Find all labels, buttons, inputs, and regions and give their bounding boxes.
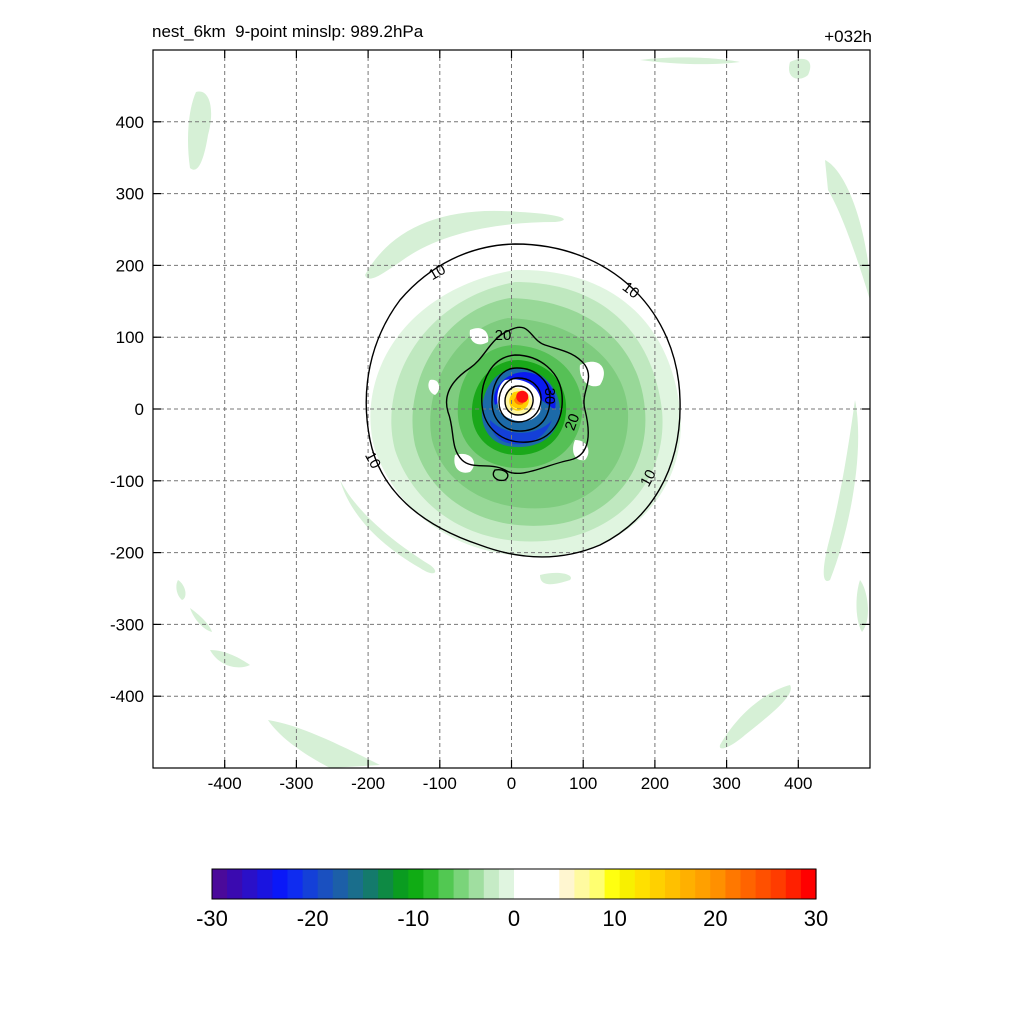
colorbar-swatch xyxy=(393,869,409,899)
colorbar-swatch xyxy=(695,869,711,899)
y-tick-label: 400 xyxy=(116,113,144,132)
colorbar-swatch xyxy=(332,869,349,899)
storm-center-marker xyxy=(516,390,529,403)
colorbar-swatch xyxy=(619,869,636,899)
x-tick-label: 400 xyxy=(784,774,812,793)
colorbar-swatch xyxy=(468,869,485,899)
colorbar-swatch xyxy=(800,869,817,899)
colorbar-swatch xyxy=(649,869,666,899)
y-tick-label: 300 xyxy=(116,185,144,204)
contour-label: 20 xyxy=(495,327,512,344)
colorbar-swatch xyxy=(514,869,530,899)
y-tick-label: 200 xyxy=(116,256,144,275)
contour-lines xyxy=(365,243,681,558)
y-tick-label: 100 xyxy=(116,328,144,347)
colorbar-swatch xyxy=(634,869,651,899)
colorbar-swatch xyxy=(408,869,424,899)
colorbar-tick-label: -10 xyxy=(397,906,429,931)
colorbar-swatch xyxy=(544,869,560,899)
contour-label: 10 xyxy=(637,467,660,490)
colorbar-tick-label: -20 xyxy=(297,906,329,931)
colorbar-swatch xyxy=(589,869,606,899)
contour-20 xyxy=(445,326,590,475)
colorbar-swatch xyxy=(665,869,681,899)
colorbar-swatch xyxy=(212,869,228,899)
colorbar-swatch xyxy=(227,869,243,899)
contour-20-inner xyxy=(492,468,509,482)
y-tick-label: 0 xyxy=(135,400,144,419)
x-tick-label: -300 xyxy=(279,774,313,793)
colorbar-swatch xyxy=(453,869,470,899)
colorbar-swatch xyxy=(272,869,289,899)
colorbar-swatch xyxy=(755,869,772,899)
shaded-field xyxy=(176,57,870,768)
colorbar-swatch xyxy=(680,869,696,899)
colorbar: -30 -20 -10 0 10 20 30 xyxy=(196,868,828,931)
colorbar-swatch xyxy=(604,869,621,899)
colorbar-tick-label: 30 xyxy=(804,906,828,931)
contour-10 xyxy=(365,243,681,558)
colorbar-frame xyxy=(211,868,817,900)
colorbar-swatch xyxy=(725,869,742,899)
contour-label: 30 xyxy=(541,388,558,405)
colorbar-tick-label: 20 xyxy=(703,906,727,931)
x-axis: -400 -300 -200 -100 0 100 200 300 400 xyxy=(208,50,812,793)
plot-title: nest_6km 9-point minslp: 989.2hPa xyxy=(152,22,424,41)
x-tick-label: 100 xyxy=(569,774,597,793)
colorbar-swatch xyxy=(498,869,515,899)
colorbar-swatch xyxy=(302,869,319,899)
x-tick-label: 0 xyxy=(507,774,516,793)
colorbar-swatch xyxy=(423,869,440,899)
colorbar-swatch xyxy=(438,869,455,899)
forecast-hour-label: +032h xyxy=(824,27,872,46)
colorbar-swatch xyxy=(770,869,787,899)
y-tick-label: -300 xyxy=(110,615,144,634)
contour-40 xyxy=(491,367,551,432)
contour-label: 10 xyxy=(619,279,643,303)
grid-lines xyxy=(153,50,870,768)
y-tick-label: -200 xyxy=(110,544,144,563)
colorbar-swatch xyxy=(363,869,379,899)
y-axis: 400 300 200 100 0 -100 -200 -300 -400 xyxy=(110,113,870,706)
colorbar-swatch xyxy=(740,869,757,899)
colorbar-tick-label: -30 xyxy=(196,906,228,931)
colorbar-tick-label: 10 xyxy=(602,906,626,931)
y-tick-label: -100 xyxy=(110,472,144,491)
colorbar-swatch xyxy=(710,869,726,899)
contour-30 xyxy=(481,354,563,443)
colorbar-swatch xyxy=(559,869,575,899)
colorbar-swatch xyxy=(574,869,591,899)
colorbar-tick-label: 0 xyxy=(508,906,520,931)
contour-50 xyxy=(498,377,542,423)
colorbar-swatch xyxy=(785,869,802,899)
x-tick-label: -400 xyxy=(208,774,242,793)
colorbar-swatch xyxy=(347,869,364,899)
x-tick-label: -100 xyxy=(423,774,457,793)
contour-label: 10 xyxy=(361,449,384,472)
x-tick-label: -200 xyxy=(351,774,385,793)
x-tick-label: 300 xyxy=(712,774,740,793)
colorbar-swatch xyxy=(483,869,500,899)
contour-label: 20 xyxy=(562,411,584,432)
colorbar-swatch xyxy=(257,869,273,899)
colorbar-swatch xyxy=(287,869,304,899)
y-tick-label: -400 xyxy=(110,687,144,706)
contour-label: 10 xyxy=(426,261,449,284)
contour-60 xyxy=(504,385,534,416)
colorbar-swatch xyxy=(317,869,334,899)
x-tick-label: 200 xyxy=(641,774,669,793)
colorbar-swatch xyxy=(378,869,394,899)
colorbar-swatch xyxy=(242,869,258,899)
colorbar-swatch xyxy=(529,869,545,899)
